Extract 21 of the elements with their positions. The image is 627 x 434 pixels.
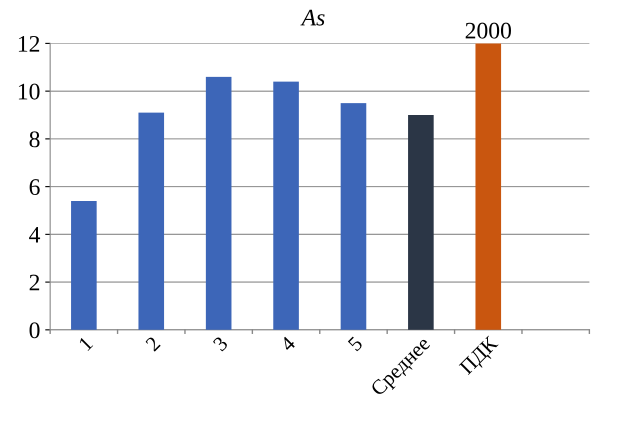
bar [71, 200, 97, 330]
y-tick-label: 2 [30, 274, 40, 290]
x-tick-label: 4 [280, 335, 296, 352]
bar [408, 115, 434, 330]
y-tick-label: 10 [18, 84, 40, 100]
bar [138, 112, 164, 330]
y-tick-label: 4 [29, 227, 40, 243]
x-tick-label: 5 [348, 336, 364, 352]
y-tick-label: 8 [30, 131, 40, 148]
y-tick-label: 0 [30, 322, 40, 338]
x-tick-label: 2 [145, 336, 161, 352]
annotation: 2000 [466, 22, 511, 39]
bar [475, 43, 502, 330]
y-tick-label: 12 [18, 36, 40, 52]
bar [206, 76, 232, 330]
chart-title: As [300, 10, 325, 26]
y-tick-label: 6 [30, 179, 40, 196]
x-tick-label: 1 [78, 336, 94, 351]
bar [340, 103, 366, 330]
bar [273, 82, 299, 330]
x-tick-label: 3 [212, 336, 228, 352]
